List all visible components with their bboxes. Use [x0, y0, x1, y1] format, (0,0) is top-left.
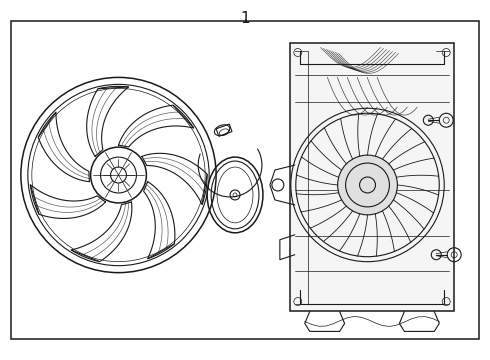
Bar: [290, 42, 454, 311]
Bar: [11, 21, 479, 339]
Bar: [216, 124, 232, 136]
Text: 1: 1: [240, 11, 250, 26]
Circle shape: [338, 155, 397, 215]
